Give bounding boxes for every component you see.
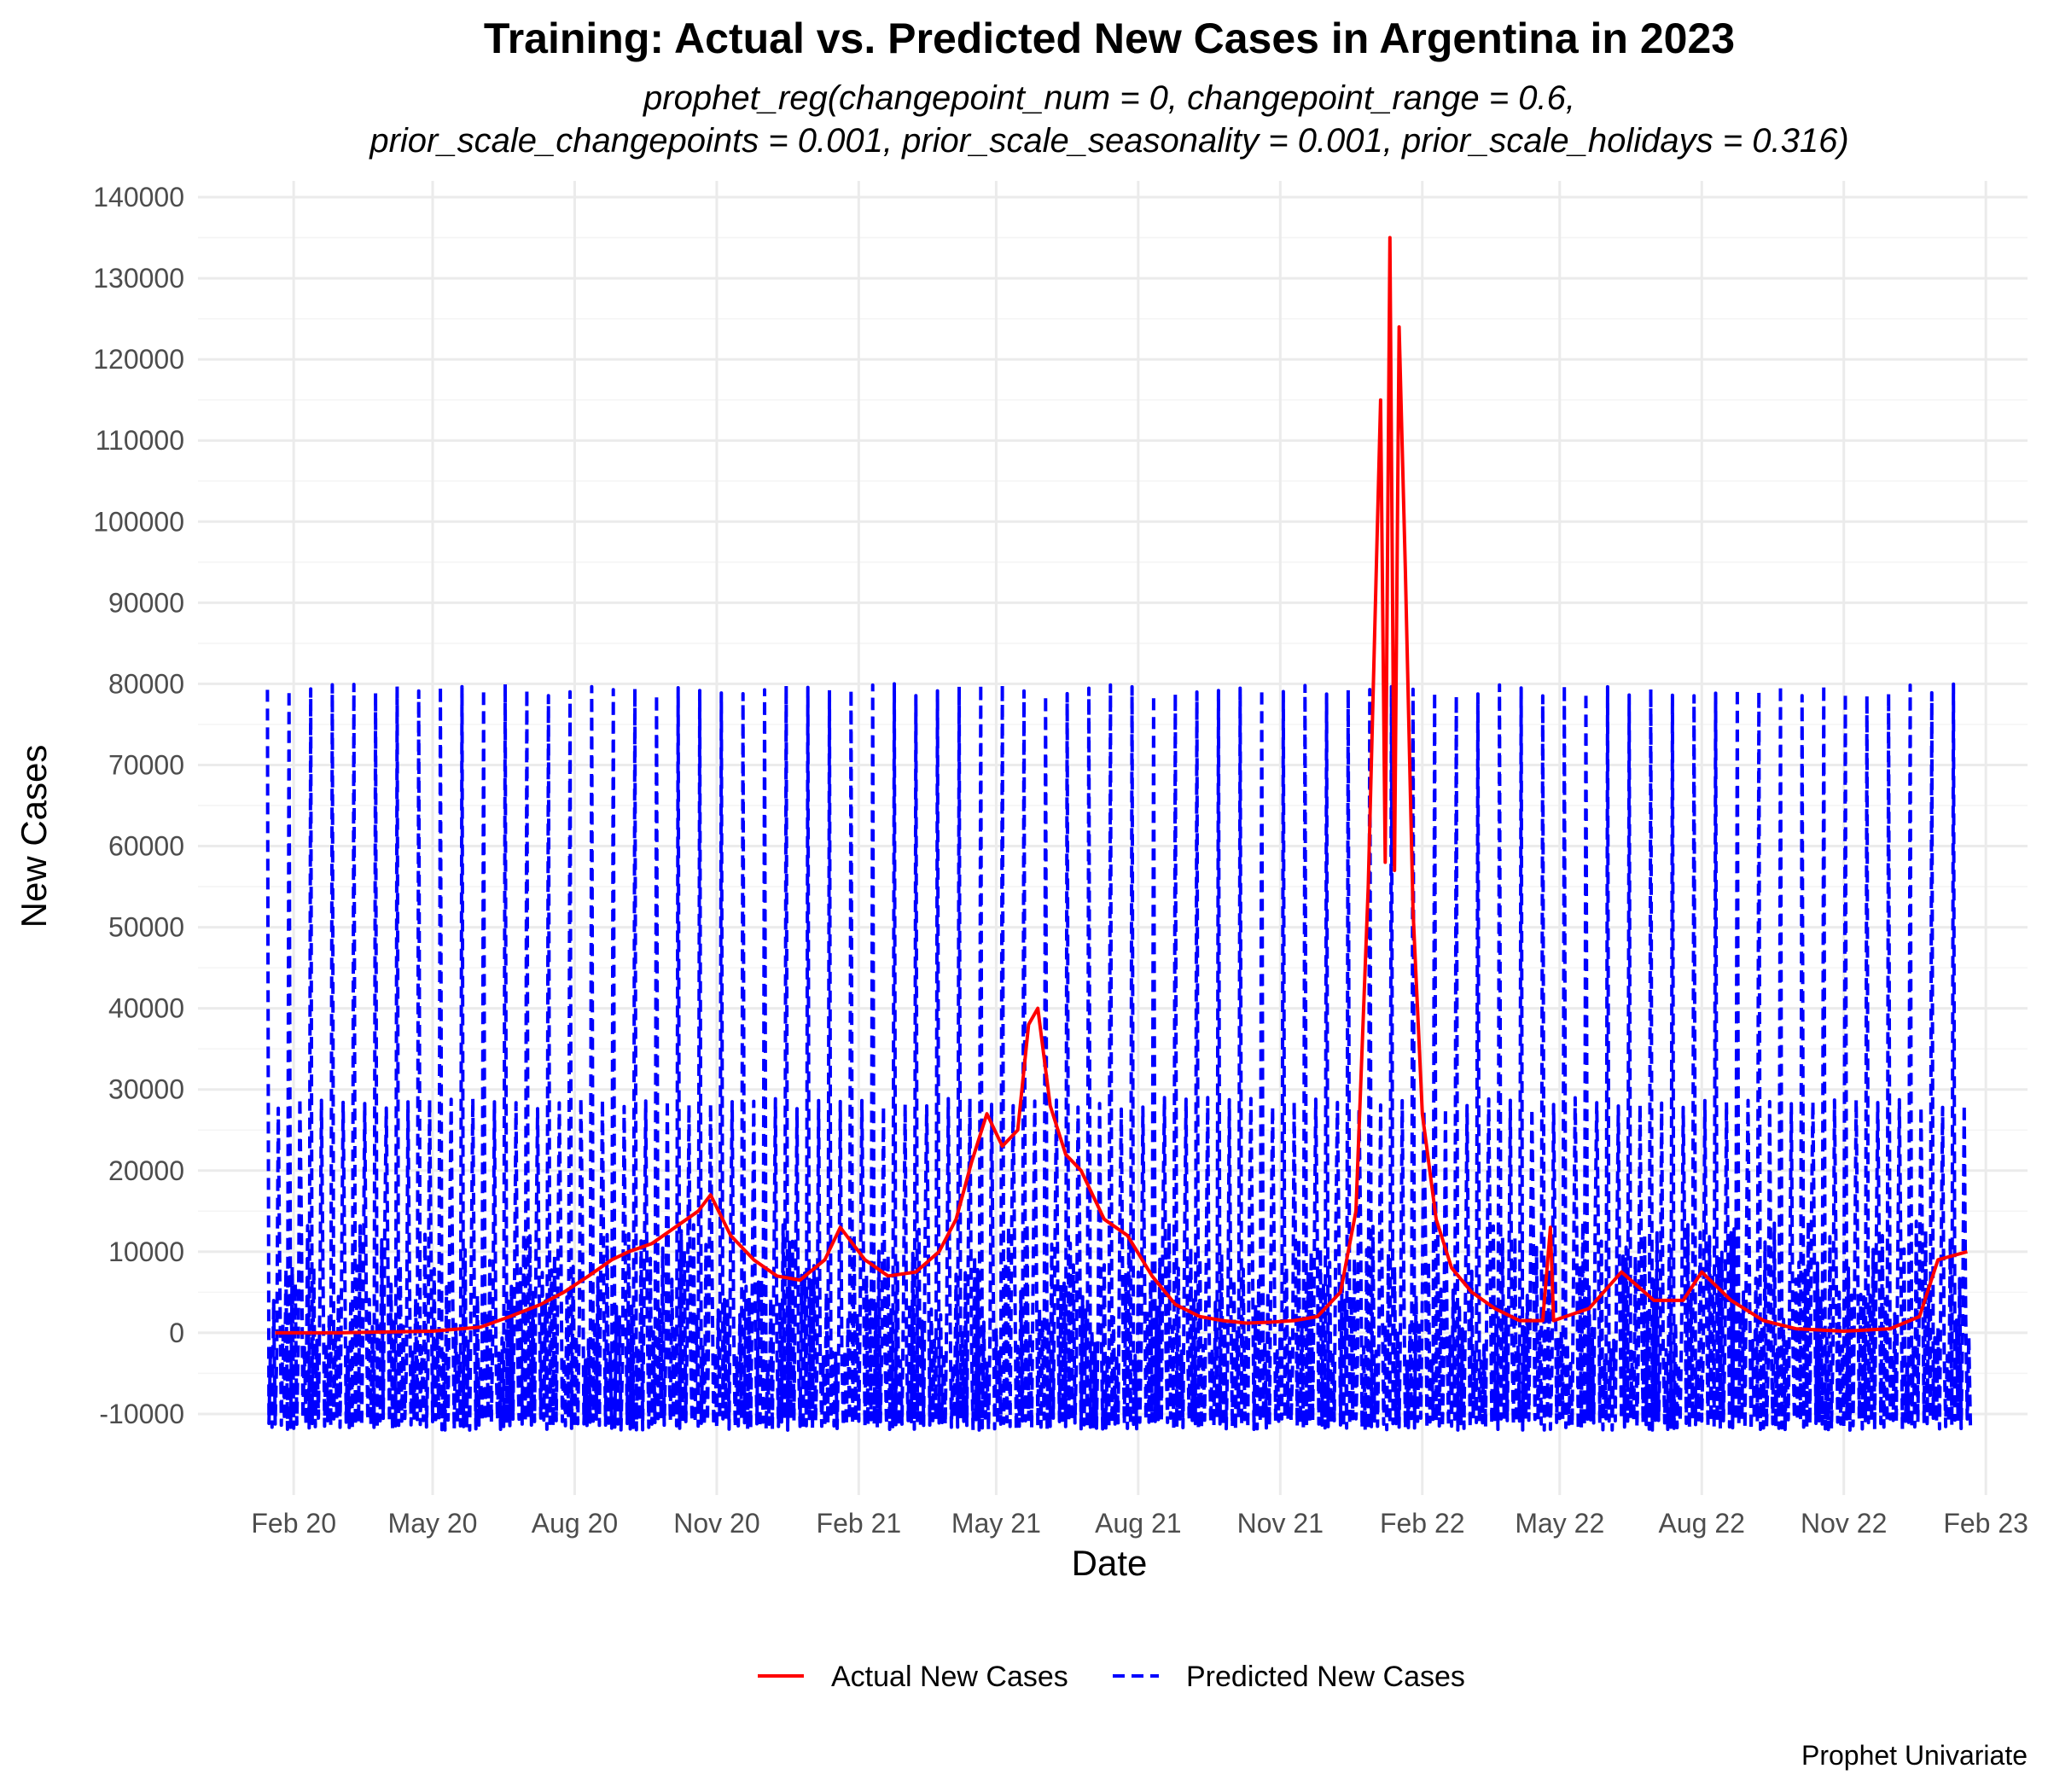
y-axis-ticks: -10000 0 10000 20000 30000 40000 50000 60000 700… bbox=[93, 182, 184, 1429]
y-tick-label: 20000 bbox=[108, 1155, 184, 1186]
y-tick-label: 30000 bbox=[108, 1074, 184, 1105]
chart-subtitle-line2: prior_scale_changepoints = 0.001, prior_… bbox=[369, 122, 1848, 160]
chart-title: Training: Actual vs. Predicted New Cases… bbox=[484, 15, 1735, 62]
legend: Actual New Cases Predicted New Cases bbox=[758, 1661, 1465, 1693]
x-tick-label: Feb 23 bbox=[1943, 1508, 2028, 1539]
y-tick-label: 50000 bbox=[108, 912, 184, 943]
y-tick-label: 40000 bbox=[108, 993, 184, 1024]
y-tick-label: 70000 bbox=[108, 749, 184, 780]
x-tick-label: Aug 22 bbox=[1659, 1508, 1745, 1539]
chart-caption: Prophet Univariate bbox=[1801, 1740, 2028, 1771]
y-tick-label: 100000 bbox=[93, 506, 184, 537]
y-tick-label: 10000 bbox=[108, 1236, 184, 1267]
x-tick-label: Aug 21 bbox=[1095, 1508, 1181, 1539]
x-tick-label: Nov 21 bbox=[1237, 1508, 1324, 1539]
x-tick-label: Nov 22 bbox=[1801, 1508, 1887, 1539]
y-axis-title: New Cases bbox=[14, 745, 54, 928]
chart-subtitle-line1: prophet_reg(changepoint_num = 0, changep… bbox=[643, 79, 1575, 117]
x-tick-label: Feb 20 bbox=[251, 1508, 336, 1539]
series-layer bbox=[265, 236, 1973, 1432]
series-predicted-line bbox=[265, 682, 1973, 1432]
y-tick-label: 130000 bbox=[93, 263, 184, 294]
y-tick-label: 140000 bbox=[93, 182, 184, 212]
x-tick-label: Nov 20 bbox=[673, 1508, 759, 1539]
x-tick-label: May 22 bbox=[1515, 1508, 1604, 1539]
y-tick-label: 120000 bbox=[93, 344, 184, 375]
legend-label-actual: Actual New Cases bbox=[831, 1661, 1068, 1693]
x-tick-label: Feb 22 bbox=[1380, 1508, 1465, 1539]
x-tick-label: May 21 bbox=[951, 1508, 1041, 1539]
y-tick-label: 0 bbox=[169, 1318, 184, 1348]
y-tick-label: 90000 bbox=[108, 587, 184, 618]
y-tick-label: -10000 bbox=[99, 1399, 184, 1429]
y-tick-label: 60000 bbox=[108, 831, 184, 862]
x-tick-label: May 20 bbox=[388, 1508, 478, 1539]
x-tick-label: Feb 21 bbox=[817, 1508, 902, 1539]
x-axis-title: Date bbox=[1072, 1543, 1148, 1583]
x-tick-label: Aug 20 bbox=[532, 1508, 618, 1539]
x-axis-ticks: Feb 20 May 20 Aug 20 Nov 20 Feb 21 May 21 Aug … bbox=[251, 1508, 2028, 1539]
series-actual-line bbox=[275, 236, 1968, 1335]
legend-label-predicted: Predicted New Cases bbox=[1186, 1661, 1465, 1693]
y-tick-label: 110000 bbox=[96, 425, 184, 456]
y-tick-label: 80000 bbox=[108, 668, 184, 699]
